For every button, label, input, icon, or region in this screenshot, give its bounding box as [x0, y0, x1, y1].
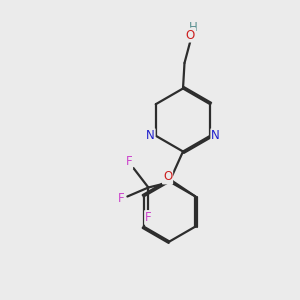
Text: N: N: [211, 129, 220, 142]
Text: F: F: [126, 155, 132, 169]
Text: H: H: [188, 20, 197, 34]
Text: F: F: [145, 211, 152, 224]
Text: O: O: [163, 170, 172, 184]
Text: N: N: [146, 129, 155, 142]
Text: F: F: [118, 191, 124, 205]
Text: O: O: [186, 28, 195, 42]
